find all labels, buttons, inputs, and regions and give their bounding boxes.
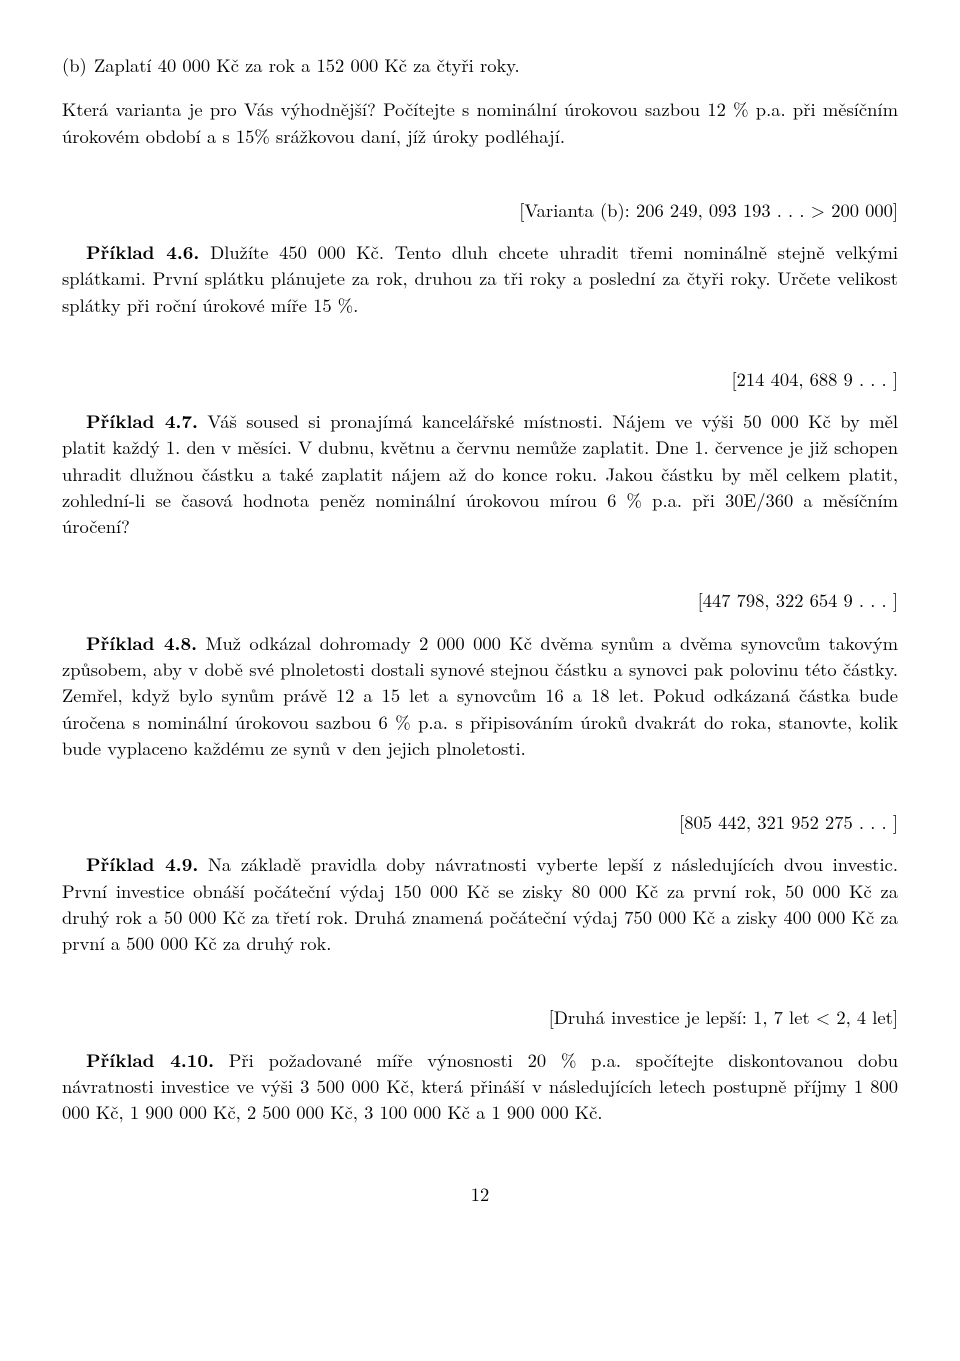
answer-4-9: [Druhá investice je lepší: 1, 7 let < 2,… — [62, 1004, 898, 1030]
answer-4-6: [214 404, 688 9 . . . ] — [62, 366, 898, 392]
example-4-10-label: Příklad 4.10. — [86, 1047, 214, 1073]
example-4-10: Příklad 4.10. Při požadované míře výnosn… — [62, 1047, 898, 1126]
list-item-b: (b) Zaplatí 40 000 Kč za rok a 152 000 K… — [62, 52, 898, 78]
example-4-7-label: Příklad 4.7. — [86, 408, 198, 434]
example-4-6-label: Příklad 4.6. — [86, 239, 199, 265]
example-4-9: Příklad 4.9. Na základě pravidla doby ná… — [62, 851, 898, 956]
example-4-9-label: Příklad 4.9. — [86, 851, 198, 877]
example-4-8-label: Příklad 4.8. — [86, 630, 197, 656]
answer-4-8: [805 442, 321 952 275 . . . ] — [62, 809, 898, 835]
answer-4-7: [447 798, 322 654 9 . . . ] — [62, 587, 898, 613]
answer-1: [Varianta (b): 206 249, 093 193 . . . > … — [62, 197, 898, 223]
list-text-b: Zaplatí 40 000 Kč za rok a 152 000 Kč za… — [94, 52, 520, 78]
question-1: Která varianta je pro Vás výhodnější? Po… — [62, 96, 898, 149]
page-number: 12 — [62, 1181, 898, 1207]
list-label-b: (b) — [62, 52, 94, 78]
example-4-6: Příklad 4.6. Dlužíte 450 000 Kč. Tento d… — [62, 239, 898, 318]
example-4-7: Příklad 4.7. Váš soused si pronajímá kan… — [62, 408, 898, 539]
example-4-8: Příklad 4.8. Muž odkázal dohromady 2 000… — [62, 630, 898, 761]
